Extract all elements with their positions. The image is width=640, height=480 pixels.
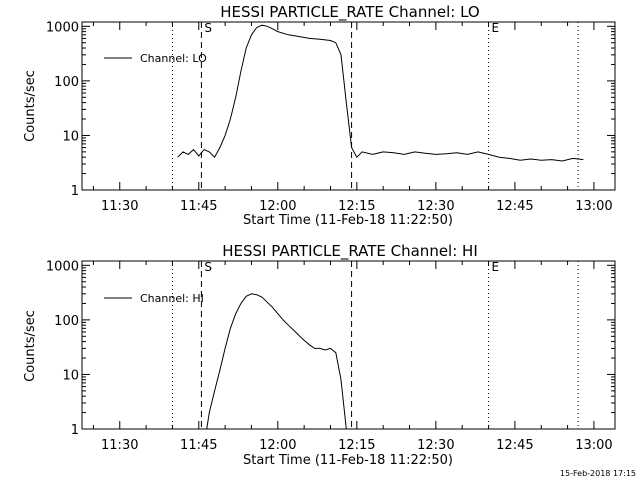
y-axis-label: Counts/sec — [23, 310, 38, 382]
x-tick-label: 12:15 — [338, 438, 375, 453]
timestamp: 15-Feb-2018 17:15 — [560, 469, 636, 478]
chart-hi-channel: HESSI PARTICLE_RATE Channel: HI 1 10 100 10… — [23, 242, 616, 468]
legend: Channel: LO — [104, 52, 207, 65]
y-tick-label: 1 — [71, 184, 79, 199]
x-tick-label: 13:00 — [575, 199, 612, 214]
y-tick-label: 1 — [71, 423, 79, 438]
legend: Channel: HI — [104, 292, 204, 305]
y-axis-label: Counts/sec — [23, 70, 38, 142]
x-tick-label: 12:45 — [496, 199, 533, 214]
x-tick-label: 11:30 — [101, 199, 138, 214]
x-tick-label: 12:00 — [259, 438, 296, 453]
plot-frame — [81, 21, 616, 191]
y-tick-label: 1000 — [46, 20, 79, 35]
y-tick-label: 100 — [54, 314, 79, 329]
y-tick-label: 10 — [62, 368, 79, 383]
series-lines — [206, 293, 347, 430]
chart-lo-channel: HESSI PARTICLE_RATE Channel: LO 1 10 100 10… — [23, 3, 616, 228]
legend-entry: Channel: LO — [140, 52, 207, 65]
legend-entry: Channel: HI — [140, 292, 204, 305]
marker-label: E — [492, 21, 500, 35]
plot-frame — [81, 260, 616, 430]
x-tick-label: 12:00 — [259, 199, 296, 214]
x-axis-label: Start Time (11-Feb-18 11:22:50) — [243, 213, 453, 228]
y-tick-label: 10 — [62, 129, 79, 144]
y-axis: 1 10 100 1000 — [46, 259, 615, 438]
x-axis-label: Start Time (11-Feb-18 11:22:50) — [243, 453, 453, 468]
x-tick-label: 12:30 — [417, 199, 454, 214]
x-tick-label: 11:45 — [180, 438, 217, 453]
x-axis: 11:30 11:45 12:00 12:15 12:30 12:45 13:00 — [92, 261, 613, 453]
x-tick-label: 11:45 — [180, 199, 217, 214]
chart-title: HESSI PARTICLE_RATE Channel: LO — [220, 3, 479, 22]
x-tick-label: 11:30 — [101, 438, 138, 453]
x-tick-label: 12:30 — [417, 438, 454, 453]
x-tick-label: 12:45 — [496, 438, 533, 453]
marker-label: E — [492, 260, 500, 274]
x-tick-label: 12:15 — [338, 199, 375, 214]
x-axis: 11:30 11:45 12:00 12:15 12:30 12:45 13:00 — [92, 22, 613, 214]
y-tick-label: 100 — [54, 75, 79, 90]
series-lines — [177, 24, 584, 162]
series-line — [177, 24, 584, 162]
marker-label: S — [204, 21, 212, 35]
x-tick-label: 13:00 — [575, 438, 612, 453]
y-axis: 1 10 100 1000 — [46, 20, 615, 199]
y-tick-label: 1000 — [46, 259, 79, 274]
series-line — [206, 293, 347, 430]
chart-title: HESSI PARTICLE_RATE Channel: HI — [222, 242, 478, 261]
marker-label: S — [204, 260, 212, 274]
